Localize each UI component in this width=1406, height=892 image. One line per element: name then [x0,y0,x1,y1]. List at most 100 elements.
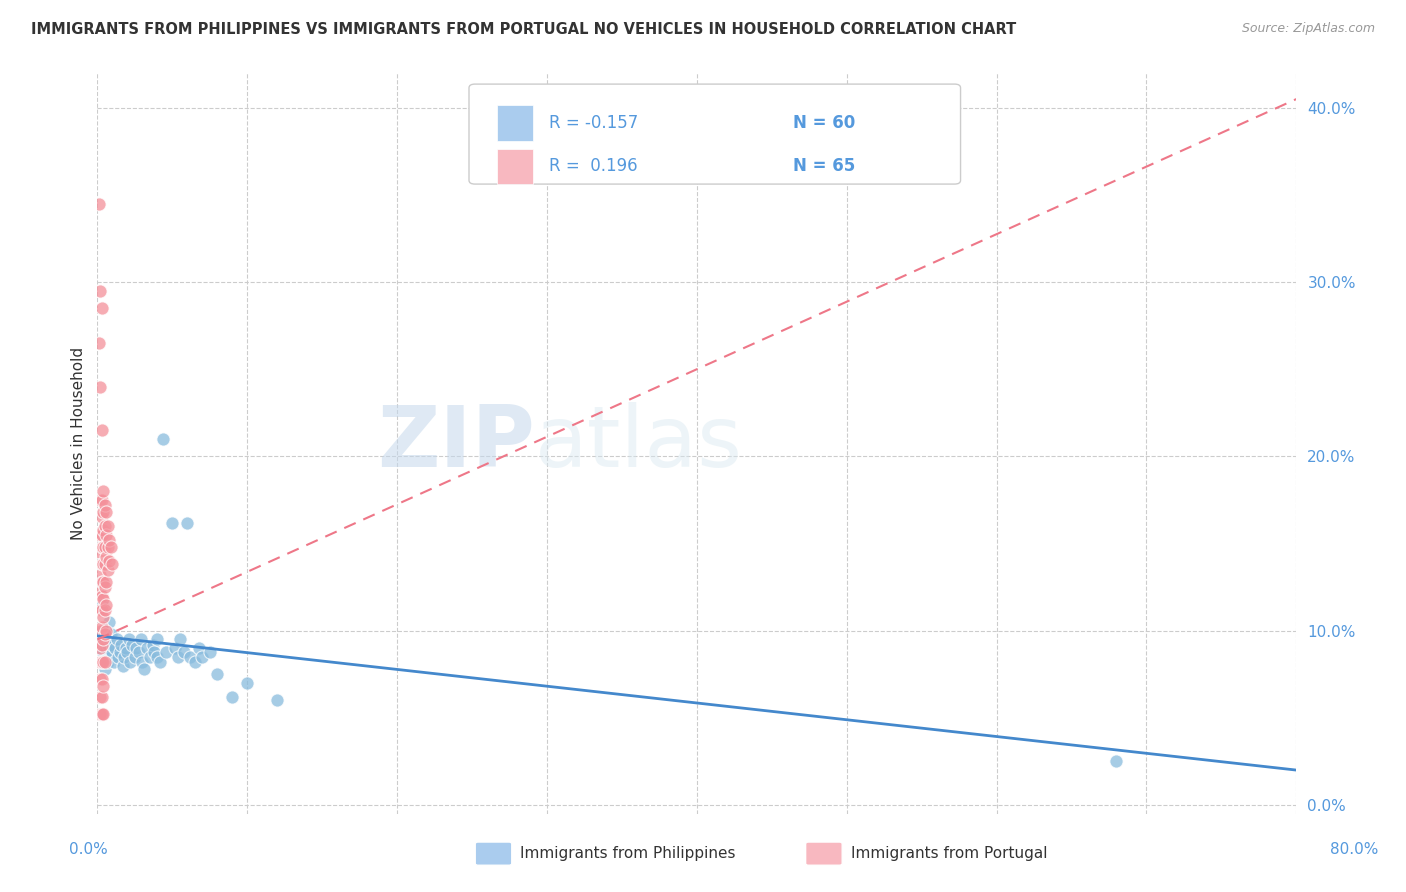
Point [97,540,120,554]
Point [104,641,127,656]
Point [93,484,115,499]
Point [94,558,117,572]
Point [169,632,191,647]
Point [121,638,143,652]
Point [100,627,122,641]
Point [221,690,243,704]
Point [129,632,152,647]
Point [167,649,190,664]
Point [198,644,221,658]
Point [89,492,111,507]
Point [89,585,111,599]
Point [146,649,169,664]
Point [146,632,169,647]
Point [87,336,110,351]
Point [96,598,118,612]
Point [90,707,112,722]
Point [96,574,118,589]
Point [105,632,128,647]
Point [90,540,112,554]
Text: Immigrants from Portugal: Immigrants from Portugal [851,847,1047,861]
Text: R = -0.157: R = -0.157 [550,114,638,132]
Point [173,644,195,658]
Point [90,673,112,687]
Point [90,301,112,316]
Text: N = 65: N = 65 [793,158,855,176]
Point [93,592,115,607]
Point [90,603,112,617]
Point [155,644,177,658]
Point [124,649,146,664]
Point [97,655,120,669]
Point [179,649,201,664]
FancyBboxPatch shape [470,84,960,184]
Point [93,523,115,537]
Point [89,641,111,656]
Point [165,641,187,656]
Text: R =  0.196: R = 0.196 [550,158,638,176]
Point [90,528,112,542]
Point [93,707,115,722]
Text: Immigrants from Philippines: Immigrants from Philippines [520,847,735,861]
Point [89,284,111,298]
Text: Source: ZipAtlas.com: Source: ZipAtlas.com [1241,22,1375,36]
Point [110,638,132,652]
Point [89,655,111,669]
Point [93,644,115,658]
Point [96,624,118,638]
Point [101,558,124,572]
Point [135,641,157,656]
Point [90,690,112,704]
Point [184,655,207,669]
Point [191,649,214,664]
Point [114,641,136,656]
Point [103,655,125,669]
Point [107,649,129,664]
Point [96,550,118,565]
Text: 80.0%: 80.0% [1330,842,1378,856]
Point [90,655,112,669]
Point [93,558,115,572]
Point [96,528,118,542]
Point [98,615,121,629]
Point [125,641,148,656]
Point [94,519,117,533]
Point [162,516,184,530]
Text: atlas: atlas [534,401,742,485]
Point [90,492,112,507]
Text: ZIP: ZIP [377,401,534,485]
Point [94,603,117,617]
Point [112,649,135,664]
Point [93,574,115,589]
Point [94,662,117,676]
Point [128,644,150,658]
Point [89,567,111,582]
Point [101,638,124,652]
Point [90,558,112,572]
Point [90,574,112,589]
Point [98,554,121,568]
Point [94,632,117,647]
Point [120,655,142,669]
Point [93,609,115,624]
Point [90,624,112,638]
Point [149,655,172,669]
Point [90,598,112,612]
Point [176,516,198,530]
Text: N = 60: N = 60 [793,114,855,132]
Point [90,423,112,437]
Bar [496,149,533,185]
Point [100,540,122,554]
Point [89,545,111,559]
Point [89,673,111,687]
Point [93,505,115,519]
Point [117,644,139,658]
Point [236,676,259,690]
Point [118,632,141,647]
Point [94,498,117,512]
Point [93,540,115,554]
Text: 0.0%: 0.0% [69,842,108,856]
Point [94,655,117,669]
Y-axis label: No Vehicles in Household: No Vehicles in Household [72,347,86,540]
Point [97,519,120,533]
